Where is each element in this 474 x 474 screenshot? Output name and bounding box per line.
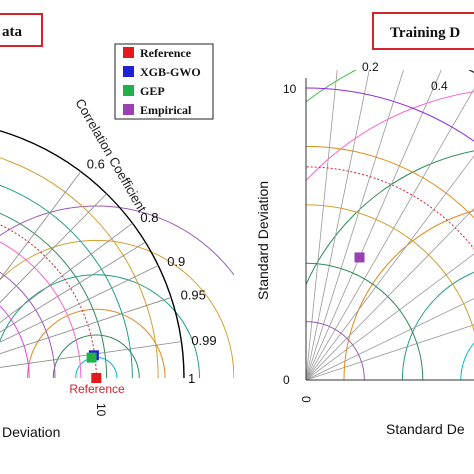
right-data-points bbox=[354, 252, 365, 263]
left-x-tick-10: 10 bbox=[94, 403, 108, 417]
left-data-points bbox=[86, 350, 102, 383]
correlation-ray bbox=[0, 193, 107, 304]
legend-label: Empirical bbox=[140, 103, 192, 117]
legend-marker bbox=[123, 104, 134, 115]
point-empirical bbox=[354, 252, 365, 263]
reference-label: Reference bbox=[69, 382, 125, 396]
right-x-tick-0: 0 bbox=[299, 396, 313, 403]
left-title-box bbox=[0, 13, 43, 47]
right-title: Training D bbox=[390, 25, 460, 41]
legend-marker bbox=[123, 47, 134, 58]
right-x-axis-label: Standard De bbox=[386, 421, 465, 437]
rms-arc bbox=[0, 274, 200, 379]
right-y-axis-label: Standard Deviation bbox=[255, 181, 271, 300]
legend-label: XGB-GWO bbox=[140, 65, 201, 79]
left-correlation-tick-labels: 0.6 0.8 0.9 0.95 0.99 1 bbox=[87, 157, 217, 386]
correlation-ray bbox=[0, 171, 82, 281]
std-arc bbox=[0, 184, 133, 379]
right-y-tick-0: 0 bbox=[283, 373, 290, 387]
right-std-arcs bbox=[306, 70, 474, 380]
legend-label: Reference bbox=[140, 46, 192, 60]
correlation-tick-label: 0.99 bbox=[191, 333, 216, 348]
reference-std-arc bbox=[0, 224, 97, 379]
correlation-ray bbox=[0, 241, 146, 333]
left-rms-arcs bbox=[0, 205, 234, 379]
rms-arc bbox=[343, 210, 474, 380]
std-arc bbox=[0, 130, 185, 379]
correlation-ray bbox=[0, 265, 159, 343]
right-panel: 10 0 0 0.2 0.4 Standard Deviation Standa… bbox=[255, 12, 474, 437]
correlation-ray bbox=[0, 341, 182, 368]
correlation-ray bbox=[0, 222, 133, 323]
std-arc bbox=[0, 271, 56, 379]
correlation-ray bbox=[306, 298, 474, 380]
std-arc bbox=[306, 87, 474, 142]
left-legend: Reference XGB-GWO GEP Empirical bbox=[114, 43, 214, 120]
right-corr-tick-0-4: 0.4 bbox=[431, 79, 448, 93]
correlation-tick-label: 0.8 bbox=[140, 210, 158, 225]
correlation-ray bbox=[306, 155, 474, 380]
rms-arc bbox=[52, 334, 140, 379]
correlation-ray bbox=[0, 297, 172, 355]
std-arc bbox=[0, 157, 159, 379]
left-panel: 0.6 0.8 0.9 0.95 0.99 1 ata Reference XGB-GWO G… bbox=[0, 13, 234, 440]
correlation-tick-label: 0.95 bbox=[181, 287, 206, 302]
std-arc bbox=[306, 321, 365, 380]
correlation-ray bbox=[306, 88, 474, 380]
rms-arc bbox=[0, 205, 234, 276]
right-corr-tick-0-2: 0.2 bbox=[362, 60, 379, 74]
std-arc bbox=[0, 212, 108, 379]
std-arc bbox=[306, 204, 474, 333]
legend-marker bbox=[123, 66, 134, 77]
left-std-arcs bbox=[0, 130, 185, 379]
correlation-tick-label: 0.9 bbox=[167, 254, 185, 269]
point-gep bbox=[86, 352, 97, 363]
correlation-tick-label: 0.6 bbox=[87, 157, 105, 172]
rms-arc bbox=[0, 239, 234, 379]
std-arc bbox=[306, 145, 474, 219]
left-correlation-rays bbox=[0, 171, 182, 368]
rms-arc bbox=[26, 308, 166, 379]
right-y-tick-10: 10 bbox=[283, 82, 297, 96]
std-arc bbox=[0, 241, 82, 379]
reference-std-arc bbox=[306, 166, 474, 250]
right-title-box bbox=[372, 12, 474, 50]
std-arc bbox=[0, 305, 30, 379]
correlation-tick-label: 1 bbox=[188, 371, 195, 386]
rms-arc bbox=[306, 150, 474, 286]
rms-arc bbox=[460, 342, 474, 380]
legend-marker bbox=[123, 85, 134, 96]
point-reference bbox=[91, 373, 102, 383]
left-x-axis-label: Deviation bbox=[2, 424, 60, 440]
legend-label: GEP bbox=[140, 84, 165, 98]
left-title: ata bbox=[2, 24, 22, 40]
correlation-ray bbox=[306, 253, 474, 380]
std-arc bbox=[306, 262, 424, 380]
